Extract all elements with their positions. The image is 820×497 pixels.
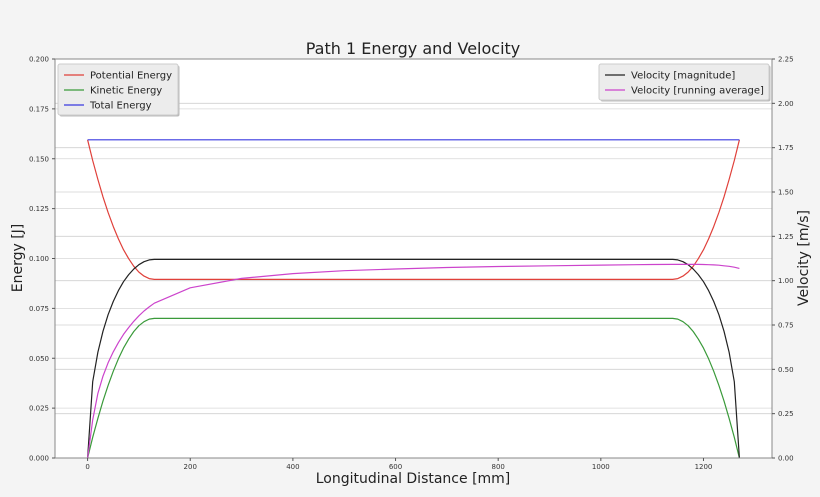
y-tick-label: 0.125 [29, 205, 49, 213]
x-axis-label: Longitudinal Distance [mm] [316, 471, 511, 487]
y-right-tick-label: 1.00 [778, 277, 794, 285]
x-tick-label: 400 [286, 463, 299, 471]
x-tick-label: 200 [184, 463, 197, 471]
legend-energy: Potential Energy Kinetic Energy Total Ener… [57, 63, 180, 117]
legend-label: Total Energy [89, 101, 152, 112]
y-right-tick-label: 1.50 [778, 189, 794, 197]
legend-box [57, 63, 179, 116]
legend-velocity: Velocity [magnitude] Velocity [running av… [598, 63, 771, 102]
y-tick-label: 0.150 [29, 155, 49, 163]
y-right-tick-label: 0.00 [778, 455, 794, 463]
legend-label: Velocity [magnitude] [631, 71, 735, 82]
y-tick-label: 0.025 [29, 405, 49, 413]
y-right-tick-label: 1.75 [778, 144, 794, 152]
y-tick-label: 0.000 [29, 455, 49, 463]
y-tick-label: 0.075 [29, 305, 49, 313]
y-right-tick-label: 1.25 [778, 233, 794, 241]
legend-label: Potential Energy [90, 71, 172, 82]
y-right-axis-label: Velocity [m/s] [796, 210, 812, 306]
y-tick-label: 0.050 [29, 355, 49, 363]
x-tick-label: 1000 [592, 463, 610, 471]
y-right-tick-label: 0.75 [778, 322, 794, 330]
series-line-velocity-magnitude [87, 258, 740, 459]
y-right-tick-label: 2.25 [778, 56, 794, 64]
y-right-tick-label: 2.00 [778, 100, 794, 108]
y-right-tick-label: 0.25 [778, 410, 794, 418]
legend-box [598, 63, 770, 101]
x-tick-label: 800 [491, 463, 504, 471]
chart-title: Path 1 Energy and Velocity [306, 39, 521, 58]
legend-label: Kinetic Energy [90, 86, 162, 97]
y-tick-label: 0.175 [29, 105, 49, 113]
legend-label: Velocity [running average] [631, 86, 764, 97]
y-right-tick-label: 0.50 [778, 366, 794, 374]
series-line-velocity-running-average [87, 263, 740, 459]
y-axis-label: Energy [J] [10, 224, 26, 293]
series-line-potential-energy [87, 139, 740, 280]
x-tick-label: 1200 [695, 463, 713, 471]
y-tick-label: 0.100 [29, 255, 49, 263]
series-line-kinetic-energy [87, 317, 740, 459]
y-tick-label: 0.200 [29, 56, 49, 64]
x-tick-label: 600 [389, 463, 402, 471]
x-tick-label: 0 [85, 463, 89, 471]
